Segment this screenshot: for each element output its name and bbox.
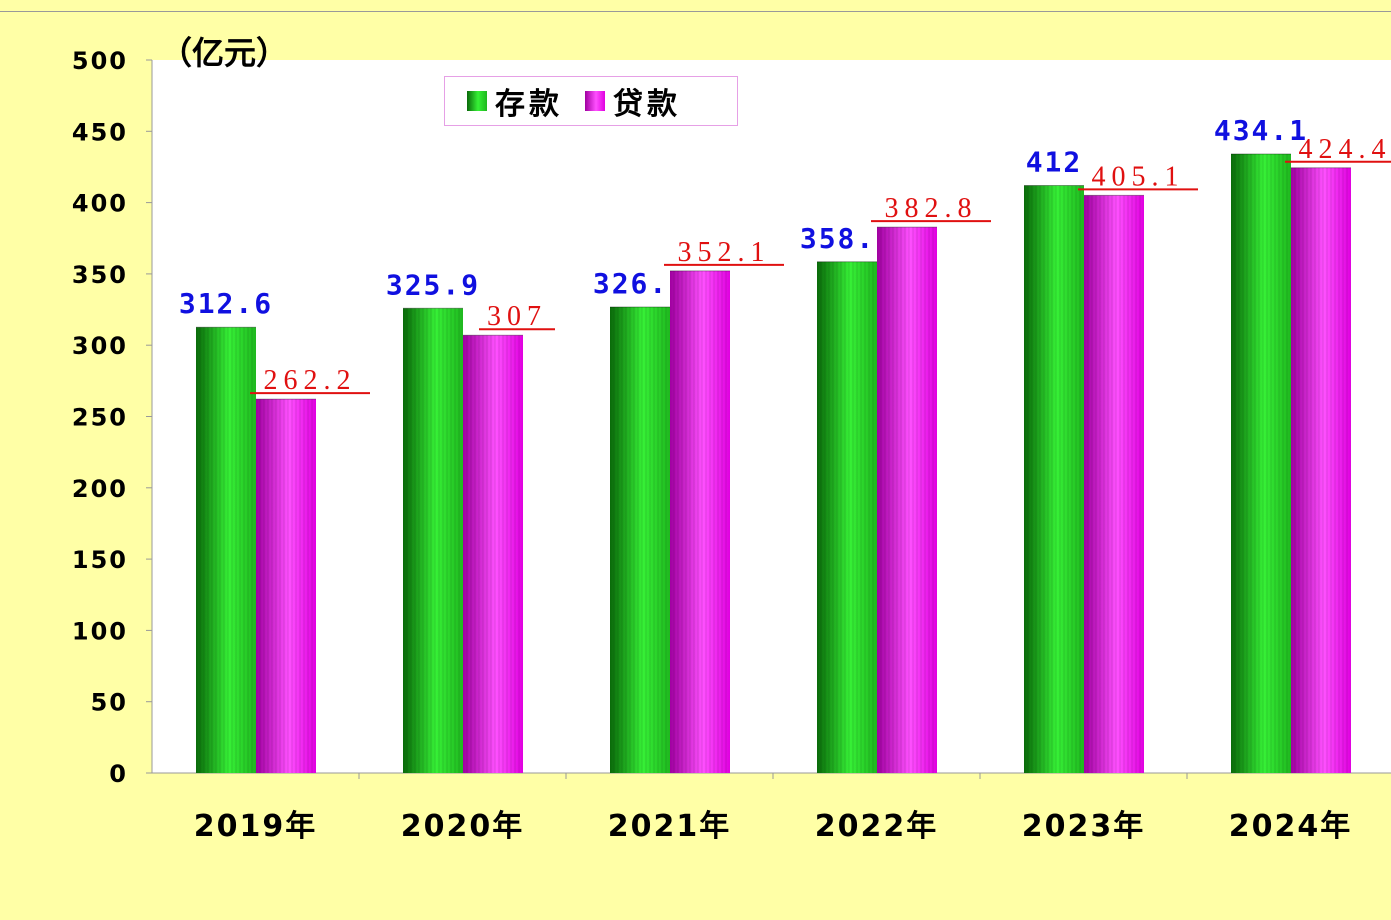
bar-loan	[1084, 195, 1144, 773]
data-label-deposit: 312.6	[179, 287, 273, 320]
bar-loan	[256, 399, 316, 773]
data-label-deposit: 434.1	[1214, 114, 1308, 147]
data-label-loan: 382.8	[885, 193, 978, 224]
bar-deposit	[1024, 185, 1084, 773]
legend-item-deposit: 存款	[445, 79, 563, 123]
plot-area	[152, 60, 1391, 773]
bar-deposit	[1231, 153, 1291, 774]
legend: 存款 贷款	[444, 76, 738, 126]
y-tick-label: 50	[91, 689, 128, 717]
legend-item-loan: 贷款	[563, 79, 681, 123]
legend-label-loan: 贷款	[613, 87, 681, 122]
data-label-deposit: 326.8	[593, 267, 687, 300]
y-tick-label: 100	[72, 617, 128, 645]
legend-swatch-deposit	[467, 91, 487, 111]
bar-loan	[877, 227, 937, 773]
y-tick-label: 350	[72, 261, 128, 289]
bar-loan	[1291, 167, 1351, 773]
x-category-label: 2024年	[1229, 809, 1353, 844]
bar-deposit	[817, 261, 877, 773]
data-label-deposit: 325.9	[386, 268, 480, 301]
x-category-label: 2021年	[608, 809, 732, 844]
legend-swatch-loan	[585, 91, 605, 111]
data-label-loan: 352.1	[678, 237, 771, 268]
y-tick-label: 200	[72, 475, 128, 503]
bar-loan	[670, 270, 730, 773]
data-label-loan: 405.1	[1092, 161, 1185, 192]
y-tick-label: 400	[72, 190, 128, 218]
y-axis-unit-label: （亿元）	[160, 34, 289, 72]
x-category-label: 2020年	[401, 809, 525, 844]
y-tick-label: 500	[72, 47, 128, 75]
data-label-loan: 262.2	[264, 365, 357, 396]
top-divider	[0, 11, 1391, 12]
bar-loan	[463, 335, 523, 773]
y-tick-label: 150	[72, 546, 128, 574]
x-category-label: 2022年	[815, 809, 939, 844]
x-category-label: 2019年	[194, 809, 318, 844]
y-tick-label: 300	[72, 332, 128, 360]
bar-deposit	[403, 308, 463, 773]
bar-deposit	[196, 327, 256, 773]
y-tick-label: 250	[72, 404, 128, 432]
data-label-deposit: 358.5	[800, 222, 894, 255]
y-tick-label: 450	[72, 118, 128, 146]
bar-deposit	[610, 306, 670, 773]
legend-label-deposit: 存款	[495, 87, 563, 122]
x-category-label: 2023年	[1022, 809, 1146, 844]
data-label-loan: 424.4	[1299, 134, 1391, 165]
data-label-deposit: 412	[1026, 145, 1083, 178]
data-label-loan: 307	[487, 301, 547, 332]
y-tick-label: 0	[109, 760, 128, 788]
